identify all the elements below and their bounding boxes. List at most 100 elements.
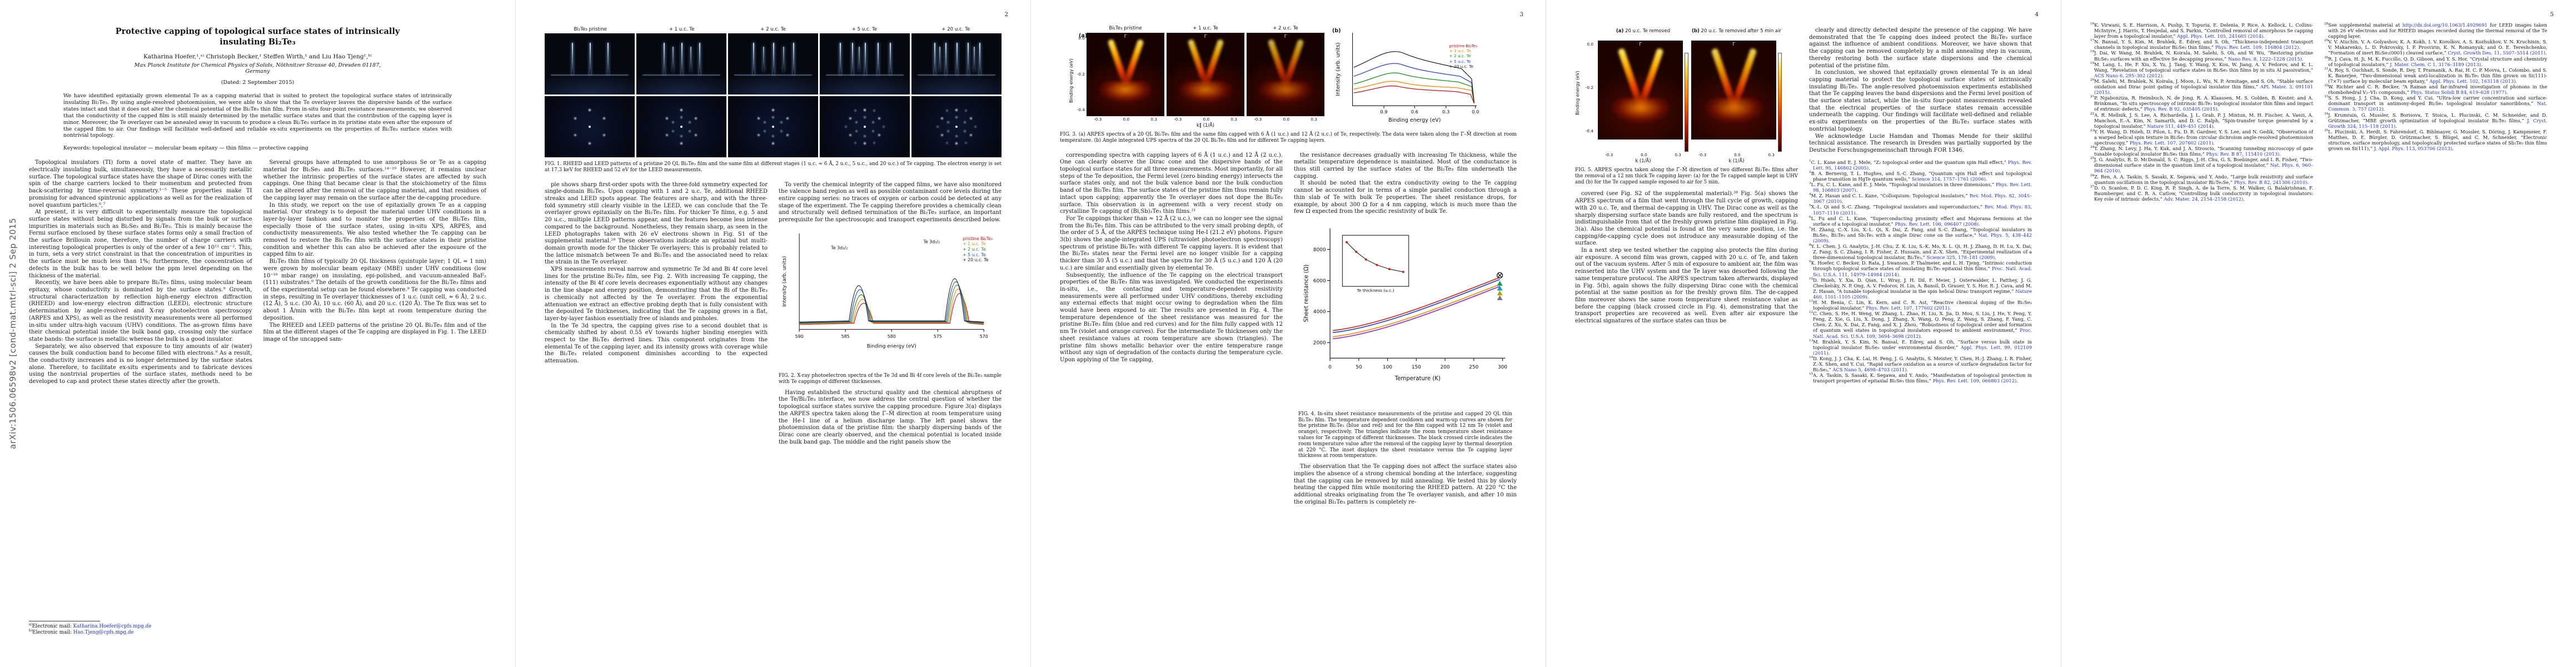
journal-link[interactable]: Phys. Rev. Lett. 98, 106803 (2007)	[1813, 182, 2032, 193]
reference-item: 16K. Virwani, S. E. Harrison, A. Pushp, …	[2090, 22, 2313, 39]
reference-text: .	[2480, 61, 2483, 67]
reference-text: C. L. Kane and E. J. Mele, “Z₂ topologic…	[1811, 159, 2008, 165]
figure-5: Binding energy (eV) 0.0 -0.2 -0.4 (a) 20 u…	[1575, 28, 1798, 185]
journal-link[interactable]: Science 325, 178–181 (2009)	[1926, 255, 1995, 261]
gamma-label: Γ̄	[1284, 34, 1287, 39]
journal-link[interactable]: Nat. Phys. 5, 438–442 (2009)	[1813, 232, 2032, 243]
journal-link[interactable]: Phys. Rev. B 82, 241306 (2010)	[2234, 179, 2308, 185]
reference-number: 8	[1809, 243, 1811, 247]
journal-link[interactable]: Phys. Rev. B 92, 035405 (2015)	[2144, 106, 2218, 112]
axis-label-y: Intensity (arb. units)	[1336, 42, 1342, 96]
figure-1: Bi₂Te₃ pristine + 1 u.c. Te + 2 u.c. Te + 5…	[545, 27, 1001, 173]
reference-text: K. Virwani, S. E. Harrison, A. Pushp, T.…	[2094, 22, 2313, 39]
journal-link[interactable]: Cryst. Growth Des. 11, 5507–5514 (2011)	[2448, 50, 2545, 56]
journal-link[interactable]: J. Mater. Chem. C 1, 3176–3189 (2013)	[2390, 61, 2481, 67]
tick-label: 0.0	[1587, 42, 1593, 47]
journal-link[interactable]: Phys. Rev. Lett. 95, 146802 (2005)	[1813, 159, 2032, 171]
reference-number: 35	[2324, 129, 2329, 133]
journal-link[interactable]: Appl. Phys. Lett. 99, 012109 (2011)	[1813, 344, 2032, 356]
reference-number: 17	[2090, 39, 2095, 43]
reference-number: 29	[2324, 39, 2329, 43]
journal-link[interactable]: Phys. Rev. Lett. 109, 116804 (2012)	[2215, 44, 2299, 51]
reference-text: H. Zhang, C.-X. Liu, X.-L. Qi, X. Dai, Z…	[1811, 226, 2032, 238]
reference-text: .	[2243, 196, 2245, 202]
journal-link[interactable]: Appl. Phys. Lett. 102, 163118 (2013)	[2429, 78, 2516, 84]
journal-link[interactable]: Phys. Rev. Lett. 100, 096407 (2008)	[1895, 221, 1979, 227]
tick-label: 200	[1441, 365, 1450, 370]
journal-link[interactable]: Adv. Mater. 24, 2154–2158 (2012)	[2164, 196, 2244, 202]
reference-text: A. R. Mellnik, J. S. Lee, A. Richardella…	[2094, 112, 2313, 129]
email-link[interactable]: Katharina.Hoefer@cpfs.mpg.de	[73, 623, 152, 629]
journal-link[interactable]: ACS Nano 6, 295–302 (2012)	[2094, 72, 2163, 78]
rheed-image	[820, 33, 910, 94]
reference-item: 12C. Chen, S. He, H. Weng, W. Zhang, L. …	[1809, 311, 2032, 339]
axis-label-x: k‖ (1/Å)	[1196, 122, 1215, 128]
reference-text: C. Chen, S. He, H. Weng, W. Zhang, L. Zh…	[1813, 311, 2032, 334]
journal-link[interactable]: Nature 511, 449–451 (2014)	[2147, 123, 2214, 129]
reference-text: H. M. Benia, C. Lin, K. Kern, and C. R. …	[1813, 300, 2032, 311]
reference-text: W. Richter and C. R. Becker, “A Raman an…	[2328, 84, 2547, 96]
reference-text: .	[2120, 168, 2121, 174]
journal-link[interactable]: Phys. Rev. Lett. 109, 066803 (2012)	[1932, 378, 2017, 384]
reference-item: 17N. Bansal, Y. S. Kim, M. Brahlek, E. E…	[2090, 39, 2313, 50]
journal-link[interactable]: Rev. Mod. Phys. 82, 3045–3067 (2010)	[1813, 193, 2032, 205]
reference-text: .	[2307, 179, 2309, 185]
axis-label-y: Intensity (arb. units)	[782, 256, 788, 306]
journal-link[interactable]: Phys. Status Solidi B 84, 619–628 (1977)	[2410, 89, 2507, 96]
email-link[interactable]: Hao.Tjeng@cpfs.mpg.de	[73, 629, 134, 635]
reference-number: 19	[2090, 61, 2095, 65]
journal-link[interactable]: J. Cryst. Growth 324, 115–118 (2011)	[2328, 117, 2548, 129]
journal-link[interactable]: Nat. Commun. 3, 757 (2012)	[2328, 101, 2547, 112]
reference-text: D. Kong, J. J. Cha, K. Lai, H. Peng, J. …	[1813, 355, 2032, 373]
journal-link[interactable]: J. Appl. Phys. 113, 053706 (2013)	[2374, 146, 2453, 152]
inset-plot	[1342, 235, 1409, 287]
figure-panel-label: Bi₂Te₃ pristine	[574, 27, 607, 32]
gamma-label: Γ̄	[1732, 42, 1735, 47]
tick-label: 590	[795, 334, 804, 339]
journal-link[interactable]: Appl. Phys. Lett. 105, 241605 (2014)	[2177, 33, 2264, 39]
journal-link[interactable]: Nat. Phys. 6, 960–964 (2010)	[2094, 162, 2314, 174]
figure-3a-panel-labels: Bi₂Te₃ pristine + 1 u.c. Te + 2 u.c. Te	[1087, 26, 1324, 33]
journal-link[interactable]: APL Mater. 3, 091101 (2015)	[2094, 84, 2313, 96]
leed-image	[636, 96, 726, 157]
journal-link[interactable]: ACS Nano 5, 4698–4703 (2011)	[1832, 367, 1907, 373]
tick-label: -0.4	[1585, 128, 1593, 133]
journal-link[interactable]: http://dx.doi.org/10.1063/1.4929691	[2402, 22, 2488, 28]
figure-5b-label: (b) 20 u.c. Te removed after 5 min air	[1691, 28, 1782, 34]
body-paragraph: In conclusion, we showed that epitaxiall…	[1809, 69, 2032, 132]
journal-link[interactable]: Rev. Mod. Phys. 83, 1057–1110 (2011)	[1813, 204, 2032, 216]
journal-link[interactable]: Phys. Rev. Lett. 107, 207602 (2011)	[2129, 140, 2214, 146]
reference-text: .	[1995, 255, 1996, 261]
reference-text: M. Salehi, M. Brahlek, N. Koirala, J. Mo…	[2094, 78, 2313, 90]
leed-image	[820, 96, 910, 157]
journal-link[interactable]: Proc. Natl. Acad. Sci. U.S.A. 111, 14979…	[1813, 266, 2032, 277]
axis-label-x: Binding energy (eV)	[867, 344, 916, 349]
reference-text: .	[1978, 221, 1980, 227]
journal-link[interactable]: Nature 460, 1101–1105 (2009)	[1813, 288, 2032, 300]
journal-link[interactable]: Proc. Natl. Acad. Sci. U.S.A. 109, 3694–…	[1813, 327, 2032, 339]
reference-text: .	[2016, 378, 2018, 384]
footnote-block: a)Electronic mail: Katharina.Hoefer@cpfs…	[29, 620, 250, 636]
body-paragraph: ple shows sharp first-order spots with t…	[545, 181, 768, 266]
reference-text: A. A. Taskin, S. Sasaki, K. Segawa, and …	[1813, 372, 2032, 384]
subfigure-tag-a: (a)	[1079, 33, 1088, 39]
reference-text: M. Lang, L. He, F. Xiu, X. Yu, J. Tang, …	[2094, 61, 2313, 73]
journal-link[interactable]: Nano Res. 8, 1222–1228 (2015)	[2228, 56, 2302, 62]
journal-link[interactable]: Phys. Rev. B 87, 115410 (2013)	[2206, 151, 2280, 157]
journal-link[interactable]: Phys. Rev. Lett. 107, 177602 (2011)	[1866, 305, 1950, 311]
tick-label: 150	[1412, 365, 1421, 370]
reference-text: .	[1869, 165, 1870, 171]
reference-item: 26Z. Ren, A. A. Taskin, S. Sasaki, K. Se…	[2090, 174, 2313, 185]
journal-link[interactable]: Science 314, 1757–1761 (2006)	[1911, 176, 1986, 182]
reference-number: 15	[1809, 372, 1813, 376]
reference-text: .	[2301, 56, 2304, 62]
reference-text: Z. Ren, A. A. Taskin, S. Sasaki, K. Sega…	[2094, 173, 2313, 185]
paper-title: Protective capping of topological surfac…	[115, 27, 400, 47]
reference-item: 5X.-L. Qi and S.-C. Zhang, “Topological …	[1809, 204, 2032, 215]
axis-label-x: k (1/Å)	[1635, 158, 1651, 163]
reference-item: 6L. Fu and C. L. Kane, “Superconducting …	[1809, 216, 2032, 227]
intensity-colorbar	[1778, 53, 1782, 152]
tick-label: 0.3	[1311, 117, 1317, 122]
leed-image	[545, 96, 635, 157]
reference-number: 9	[1809, 260, 1811, 264]
